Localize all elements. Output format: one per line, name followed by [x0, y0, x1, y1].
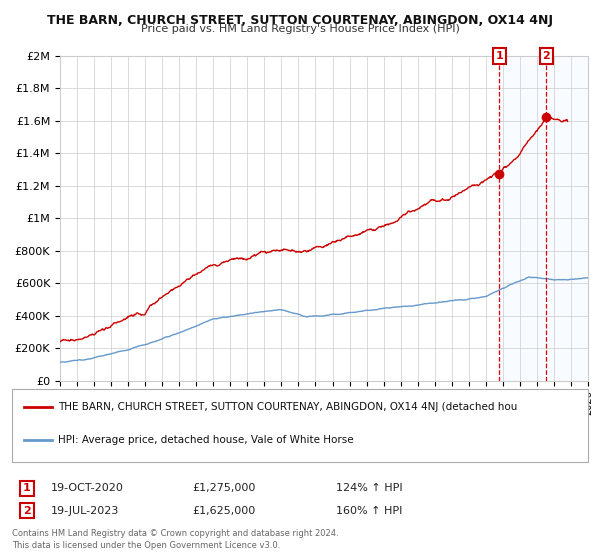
Text: THE BARN, CHURCH STREET, SUTTON COURTENAY, ABINGDON, OX14 4NJ (detached hou: THE BARN, CHURCH STREET, SUTTON COURTENA… [58, 403, 517, 412]
Text: THE BARN, CHURCH STREET, SUTTON COURTENAY, ABINGDON, OX14 4NJ: THE BARN, CHURCH STREET, SUTTON COURTENA… [47, 14, 553, 27]
Text: 19-OCT-2020: 19-OCT-2020 [51, 483, 124, 493]
Bar [499, 56, 588, 381]
Text: 1: 1 [23, 483, 31, 493]
Text: £1,275,000: £1,275,000 [192, 483, 256, 493]
Text: Price paid vs. HM Land Registry's House Price Index (HPI): Price paid vs. HM Land Registry's House … [140, 24, 460, 34]
Text: This data is licensed under the Open Government Licence v3.0.: This data is licensed under the Open Gov… [12, 541, 280, 550]
Text: Contains HM Land Registry data © Crown copyright and database right 2024.: Contains HM Land Registry data © Crown c… [12, 530, 338, 539]
Text: 124% ↑ HPI: 124% ↑ HPI [336, 483, 403, 493]
Text: £1,625,000: £1,625,000 [192, 506, 255, 516]
Text: 160% ↑ HPI: 160% ↑ HPI [336, 506, 403, 516]
Text: 2: 2 [23, 506, 31, 516]
Text: 19-JUL-2023: 19-JUL-2023 [51, 506, 119, 516]
Text: 2: 2 [542, 51, 550, 61]
Text: HPI: Average price, detached house, Vale of White Horse: HPI: Average price, detached house, Vale… [58, 435, 354, 445]
Text: 1: 1 [496, 51, 503, 61]
